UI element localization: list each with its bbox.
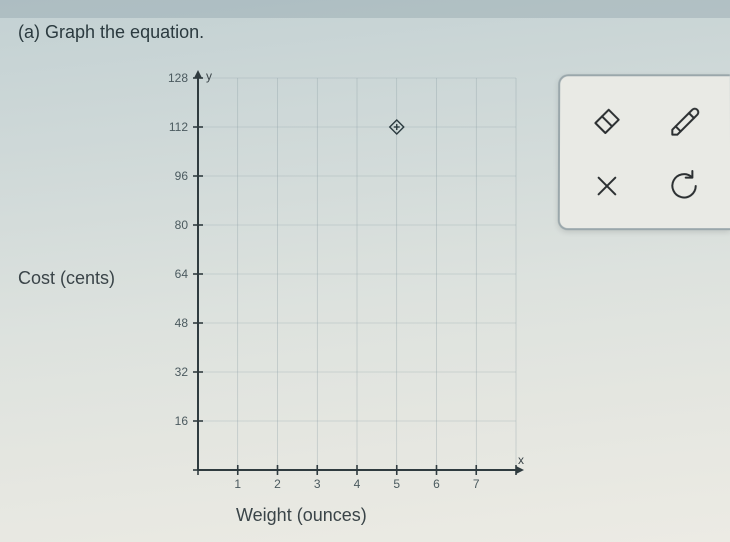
svg-text:y: y [206,69,212,83]
svg-text:5: 5 [393,477,400,491]
svg-text:80: 80 [175,218,189,232]
svg-text:x: x [518,453,524,467]
pencil-icon [663,98,703,138]
svg-text:2: 2 [274,477,281,491]
svg-text:32: 32 [175,365,189,379]
svg-text:16: 16 [175,414,189,428]
clear-tool[interactable] [568,152,645,220]
window-top-edge [0,0,730,18]
svg-text:64: 64 [175,267,189,281]
svg-text:7: 7 [473,477,480,491]
svg-text:1: 1 [234,477,241,491]
drawing-toolbox [558,74,730,230]
y-axis-title: Cost (cents) [18,268,115,289]
x-axis-title: Weight (ounces) [236,505,367,526]
eraser-icon [587,98,627,138]
reset-tool[interactable] [645,152,722,220]
pencil-tool[interactable] [645,84,722,152]
svg-text:96: 96 [175,169,189,183]
svg-text:48: 48 [175,316,189,330]
eraser-tool[interactable] [568,84,645,152]
close-icon [586,166,626,206]
chart-area[interactable]: 16 32 48 64 80 96 112 128 1 2 3 4 5 6 7 y x [150,68,530,498]
svg-text:6: 6 [433,477,440,491]
svg-text:4: 4 [354,477,361,491]
svg-text:128: 128 [168,71,188,85]
question-prompt: (a) Graph the equation. [18,22,204,43]
reset-icon [664,166,704,206]
svg-text:112: 112 [169,120,188,134]
chart-svg[interactable]: 16 32 48 64 80 96 112 128 1 2 3 4 5 6 7 y x [150,68,530,498]
svg-text:3: 3 [314,477,321,491]
